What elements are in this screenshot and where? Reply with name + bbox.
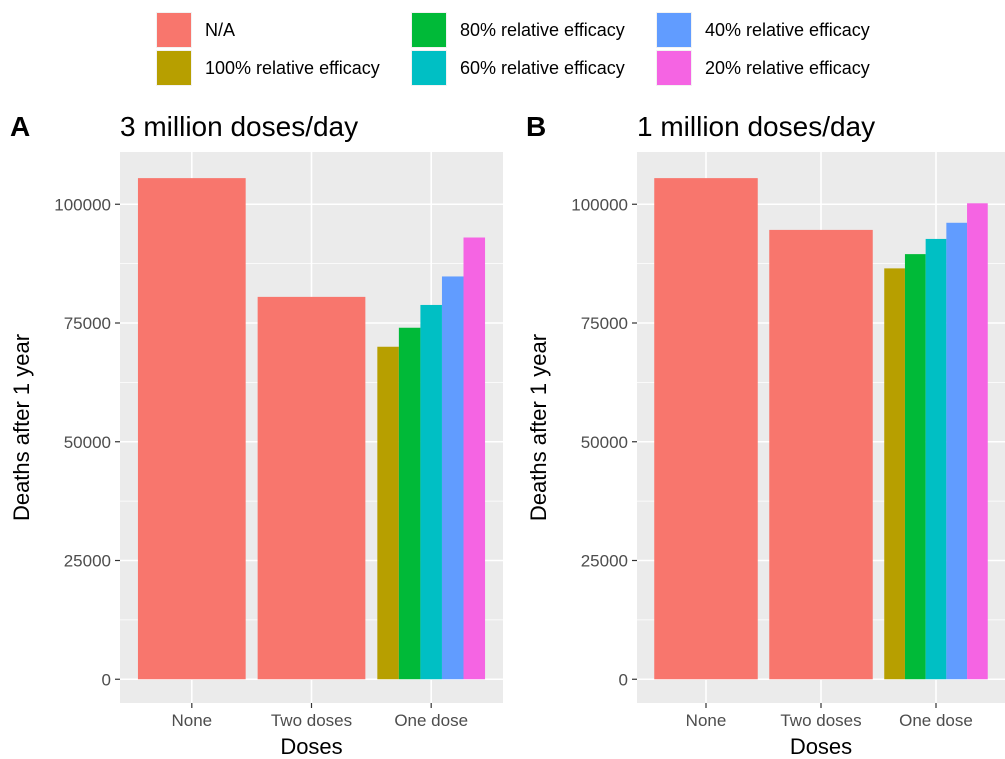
y-tick-label: 100000 (54, 195, 111, 214)
y-axis-title: Deaths after 1 year (9, 334, 34, 521)
bar-one-dose-3 (420, 304, 442, 680)
x-axis-title: Doses (790, 734, 852, 759)
bar-two-doses-1 (257, 296, 366, 680)
y-tick-label: 0 (102, 670, 111, 689)
x-tick-label: One dose (899, 711, 973, 730)
legend-swatch (412, 13, 446, 47)
legend-swatch (157, 13, 191, 47)
legend-swatch (157, 51, 191, 85)
bar-one-dose-1 (884, 268, 905, 680)
bar-none-1 (654, 178, 758, 680)
panel-tag: B (526, 111, 546, 142)
y-tick-label: 0 (619, 670, 628, 689)
y-tick-label: 100000 (571, 195, 628, 214)
bar-one-dose-2 (904, 254, 926, 680)
legend-label: 20% relative efficacy (705, 58, 870, 78)
bar-one-dose-5 (463, 237, 486, 680)
y-tick-label: 25000 (64, 552, 111, 571)
bar-none-1 (137, 178, 246, 680)
x-tick-label: Two doses (271, 711, 352, 730)
panel-title: 1 million doses/day (637, 111, 875, 142)
legend-swatch (412, 51, 446, 85)
legend-swatch (657, 51, 691, 85)
bar-one-dose-5 (967, 203, 988, 680)
bar-one-dose-4 (441, 276, 464, 680)
y-tick-label: 75000 (64, 314, 111, 333)
legend-label: 60% relative efficacy (460, 58, 625, 78)
bar-one-dose-4 (946, 222, 968, 680)
bar-one-dose-1 (377, 346, 399, 680)
panel-title: 3 million doses/day (120, 111, 358, 142)
x-tick-label: Two doses (780, 711, 861, 730)
legend-label: 40% relative efficacy (705, 20, 870, 40)
x-tick-label: None (686, 711, 727, 730)
legend-label: 100% relative efficacy (205, 58, 380, 78)
y-tick-label: 25000 (581, 552, 628, 571)
legend-label: 80% relative efficacy (460, 20, 625, 40)
x-tick-label: One dose (394, 711, 468, 730)
bar-one-dose-3 (925, 238, 947, 680)
bar-two-doses-1 (769, 229, 873, 680)
y-tick-label: 50000 (64, 433, 111, 452)
legend-swatch (657, 13, 691, 47)
y-tick-label: 50000 (581, 433, 628, 452)
panel-tag: A (10, 111, 30, 142)
bar-one-dose-2 (398, 327, 421, 680)
y-tick-label: 75000 (581, 314, 628, 333)
x-axis-title: Doses (280, 734, 342, 759)
y-axis-title: Deaths after 1 year (526, 334, 551, 521)
x-tick-label: None (171, 711, 212, 730)
legend-label: N/A (205, 20, 235, 40)
